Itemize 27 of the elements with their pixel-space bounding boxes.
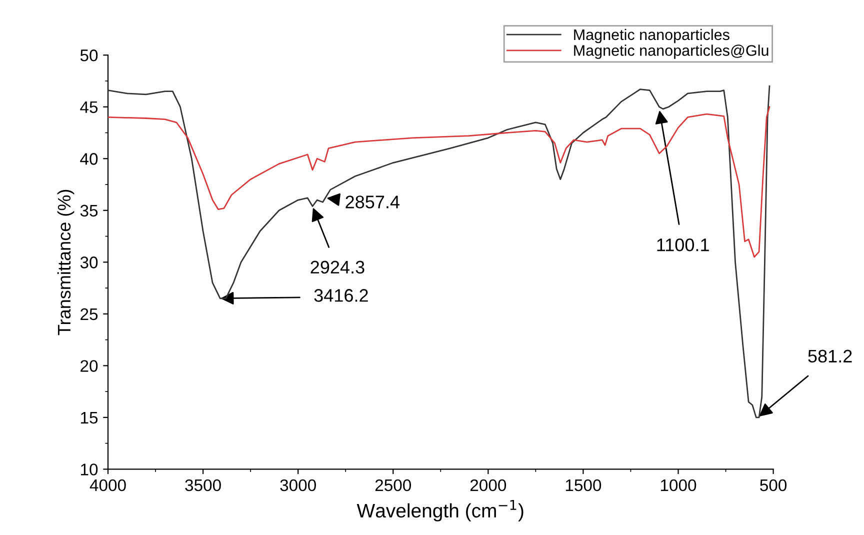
annotation: 2857.4 xyxy=(346,196,400,208)
x-tick-label: 2500 xyxy=(375,479,412,492)
annotation: 2924.3 xyxy=(310,260,364,274)
x-tick-label: 2000 xyxy=(470,479,506,492)
x-tick-label: 3500 xyxy=(185,479,221,492)
x-tick-label: 3000 xyxy=(280,479,316,492)
annotation: 581.2 xyxy=(808,350,852,363)
y-tick-label: 50 xyxy=(80,50,98,62)
y-axis-title: Transmittance (%) xyxy=(57,190,74,336)
annotation: 1100.1 xyxy=(657,238,709,252)
x-axis-title: Wavelength (cm$^{−1}$) xyxy=(356,500,524,522)
y-tick-label: 15 xyxy=(81,412,98,424)
x-tick-label: 4000 xyxy=(90,479,126,492)
y-tick-label: 10 xyxy=(81,464,98,476)
y-tick-label: 30 xyxy=(80,256,98,268)
x-tick-label: 1000 xyxy=(660,479,696,492)
x-tick-label: 1500 xyxy=(566,479,602,492)
annotation: 3416.2 xyxy=(314,289,368,302)
y-tick-label: 35 xyxy=(80,204,98,217)
y-tick-label: 45 xyxy=(80,101,98,114)
legend-label: Magnetic nanoparticles xyxy=(574,28,730,44)
y-tick-label: 25 xyxy=(80,308,98,320)
line-series xyxy=(108,106,770,258)
y-tick-label: 40 xyxy=(80,153,98,165)
y-tick-label: 20 xyxy=(80,360,98,372)
x-tick-label: 500 xyxy=(760,479,787,492)
legend-label: Magnetic nanoparticles@Glu xyxy=(574,44,768,59)
